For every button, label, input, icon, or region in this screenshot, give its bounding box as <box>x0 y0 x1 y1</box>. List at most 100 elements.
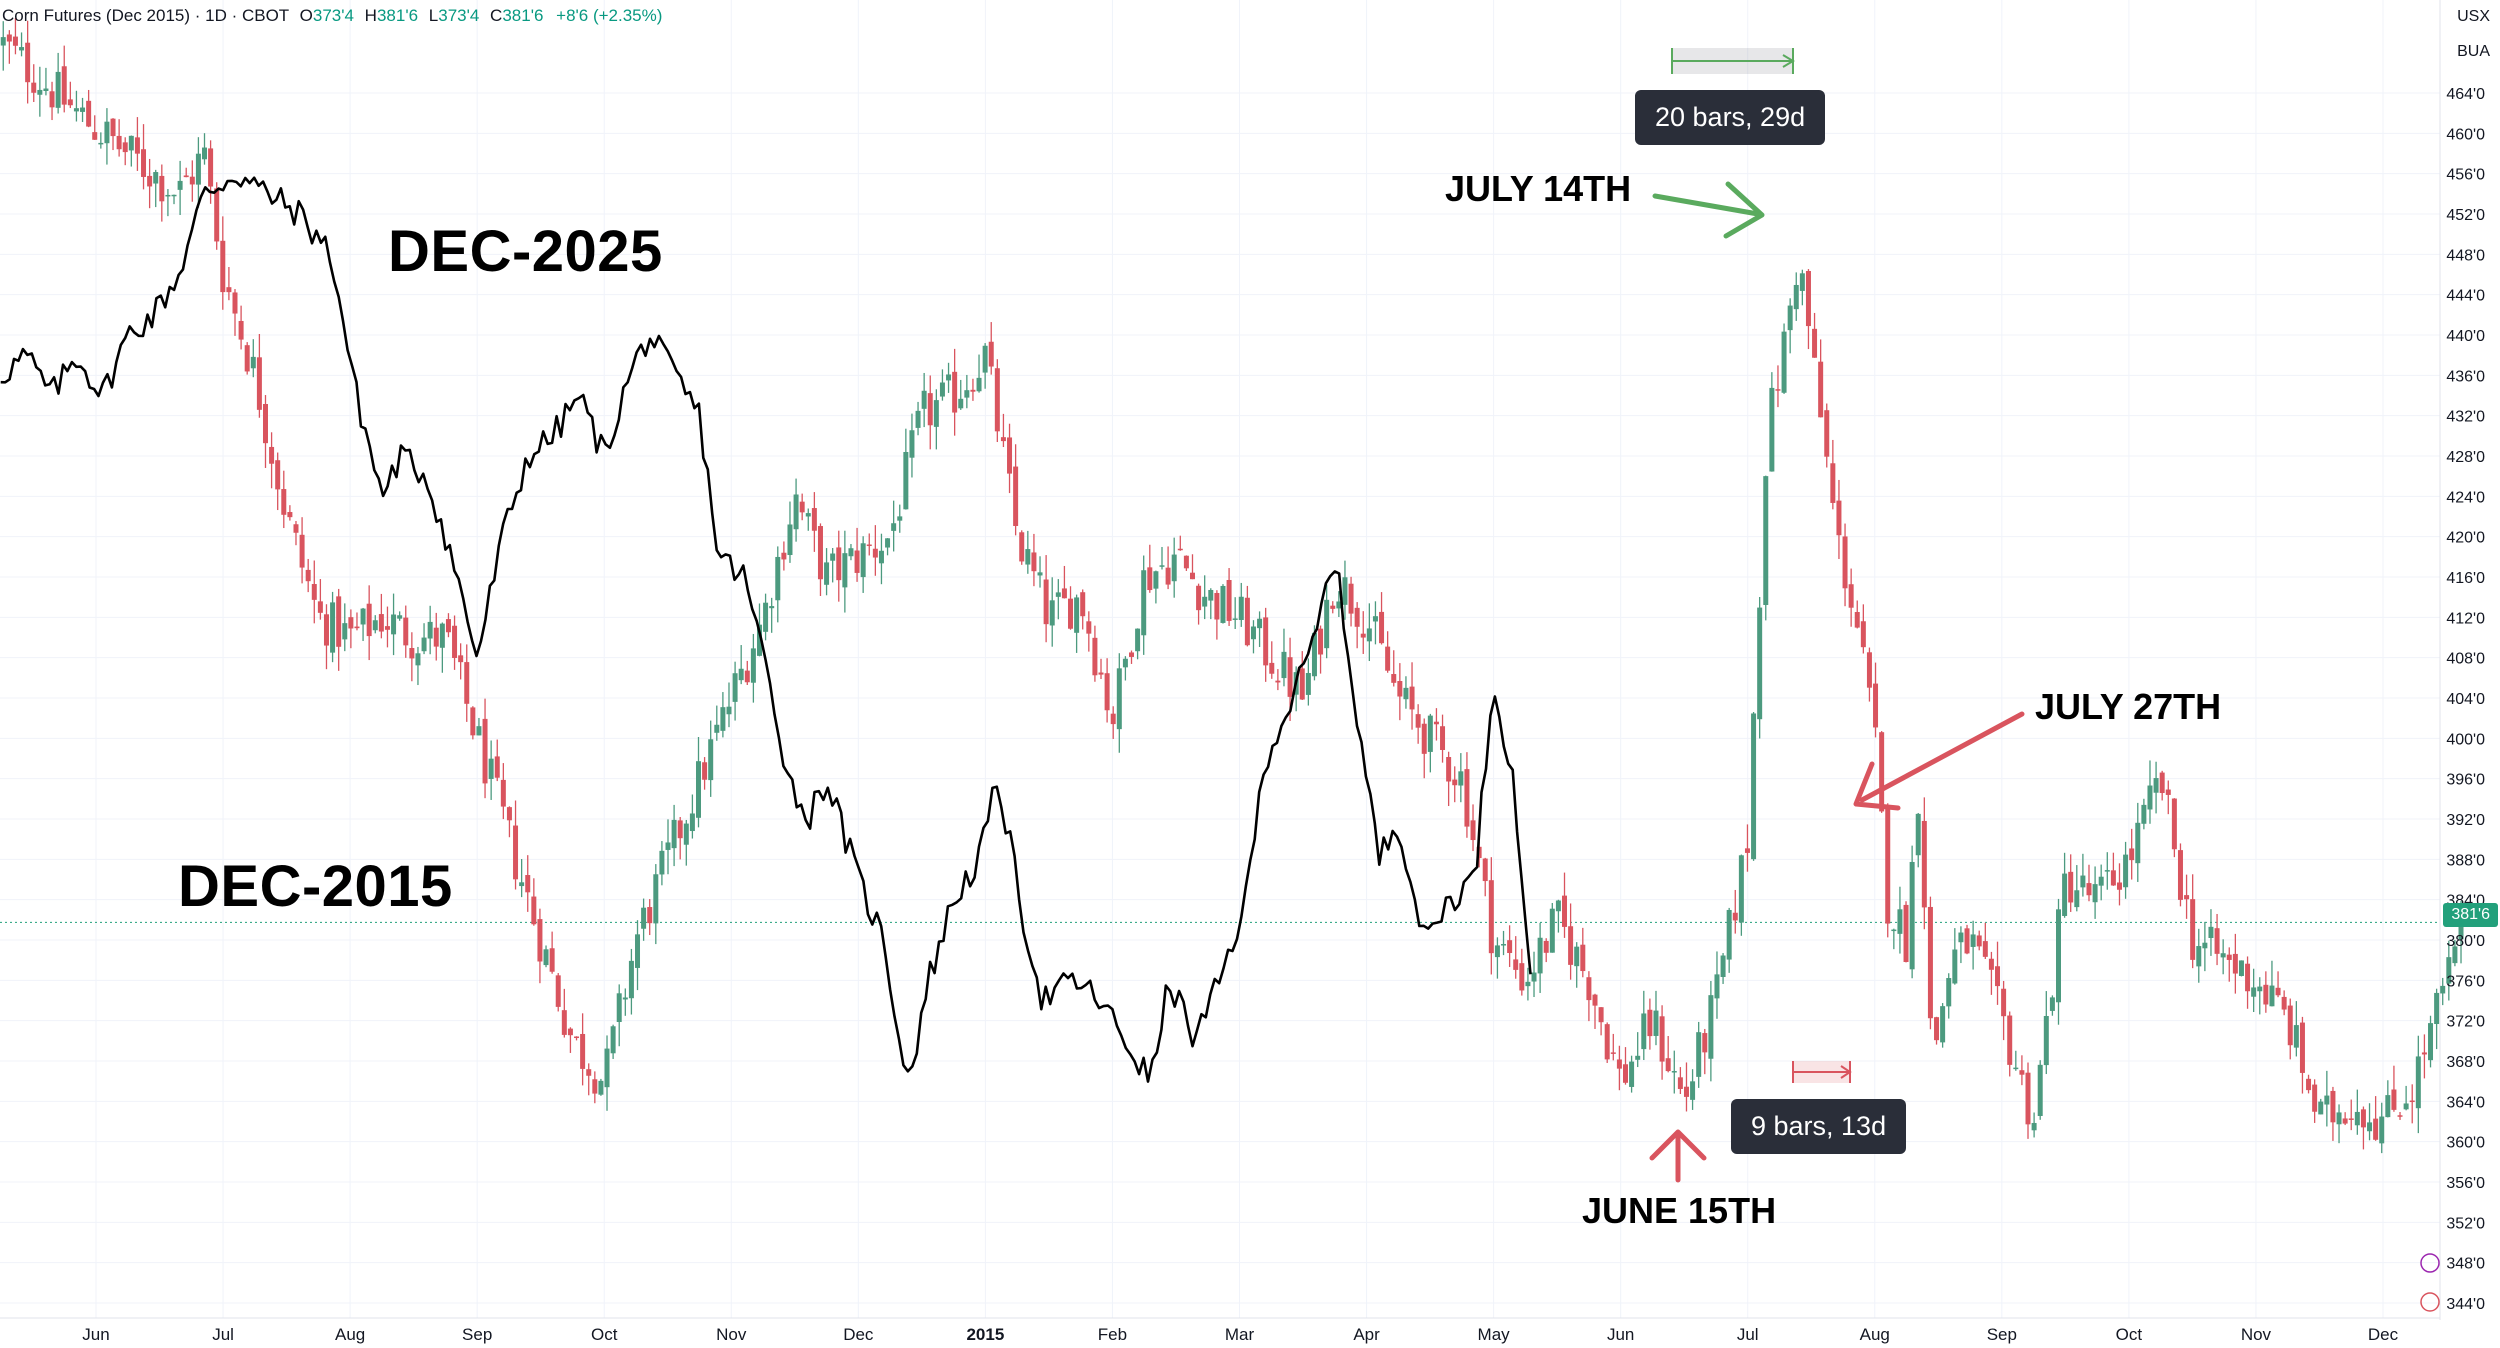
candle-body <box>1433 721 1439 725</box>
candle-body <box>976 377 982 392</box>
candle-body <box>708 739 714 781</box>
y-tick-label: 360'0 <box>2446 1135 2485 1152</box>
candle-body <box>1049 600 1055 626</box>
x-tick-label: Nov <box>716 1325 747 1344</box>
candle-body <box>769 606 775 609</box>
candle-body <box>1135 628 1141 652</box>
candle-body <box>2068 871 2074 903</box>
candle-body <box>1208 589 1214 601</box>
candle-body <box>2367 1122 2373 1132</box>
candle-body <box>1391 674 1397 683</box>
candle-body <box>1019 532 1025 562</box>
candle-body <box>781 552 787 560</box>
candle-body <box>2293 1025 2299 1048</box>
candle-body <box>25 42 31 83</box>
candle-body <box>903 451 909 510</box>
candle-body <box>2202 942 2208 949</box>
candle-body <box>299 534 305 568</box>
candle-body <box>866 544 872 547</box>
x-tick-label: Oct <box>2116 1325 2143 1344</box>
candle-body <box>647 907 653 924</box>
candle-body <box>403 617 409 646</box>
candle-body <box>891 523 897 531</box>
candle-body <box>2287 1005 2293 1046</box>
candle-body <box>2074 890 2080 908</box>
candle-body <box>683 823 689 845</box>
candle-body <box>909 430 915 458</box>
candle-body <box>1232 618 1238 620</box>
candle-body <box>2080 875 2086 888</box>
candle-body <box>921 390 927 409</box>
y-tick-label: 436'0 <box>2446 368 2485 385</box>
candle-body <box>1226 579 1232 621</box>
candle-body <box>1220 585 1226 623</box>
change-value: +8'6 (+2.35%) <box>556 6 663 25</box>
candle-body <box>848 548 854 557</box>
y-tick-label: 444'0 <box>2446 288 2485 305</box>
candle-body <box>2214 928 2220 954</box>
candle-body <box>763 602 769 632</box>
candle-body <box>220 240 226 293</box>
measure-bottom-arrowhead <box>1840 1065 1852 1079</box>
candle-body <box>805 513 811 517</box>
y-tick-label: 412'0 <box>2446 610 2485 627</box>
candle-body <box>1189 572 1195 580</box>
y-tick-label: 392'0 <box>2446 812 2485 829</box>
currency-label[interactable]: USX <box>2457 8 2490 25</box>
candle-body <box>287 512 293 518</box>
candle-body <box>1592 994 1598 1006</box>
candle-body <box>2434 992 2440 1025</box>
x-tick-label: Dec <box>2368 1325 2399 1344</box>
candle-body <box>80 107 86 112</box>
dec-2025-path <box>0 176 1532 1083</box>
candle-body <box>391 614 397 635</box>
candle-body <box>147 175 153 187</box>
candle-body <box>2019 1070 2025 1075</box>
candle-body <box>1586 977 1592 1001</box>
candle-body <box>1013 466 1019 526</box>
candle-body <box>427 621 433 639</box>
candle-body <box>2415 1056 2421 1109</box>
candle-body <box>1598 1007 1604 1023</box>
candle-body <box>2440 985 2446 994</box>
july-14-label: JULY 14TH <box>1445 168 1632 209</box>
y-tick-label: 352'0 <box>2446 1215 2485 1232</box>
candle-body <box>1104 673 1110 711</box>
candle-body <box>775 556 781 601</box>
candle-body <box>61 66 67 105</box>
candle-body <box>842 553 848 588</box>
candle-body <box>677 820 683 839</box>
candle-body <box>464 662 470 704</box>
candle-body <box>397 615 403 619</box>
candle-body <box>445 619 451 633</box>
candle-body <box>1482 858 1488 882</box>
candle-body <box>531 896 537 925</box>
y-tick-label: 380'0 <box>2446 933 2485 950</box>
candle-body <box>1897 909 1903 934</box>
candle-body <box>153 172 159 184</box>
close-label: C <box>490 6 503 25</box>
unit-label[interactable]: BUA <box>2457 43 2490 60</box>
high-value: 381'6 <box>376 6 419 25</box>
candle-body <box>293 524 299 533</box>
candle-body <box>811 508 817 531</box>
july-14-arrowhead <box>1723 181 1765 239</box>
candle-body <box>817 526 823 580</box>
candle-body <box>1037 572 1043 576</box>
candle-body <box>885 538 891 548</box>
candle-body <box>55 71 61 108</box>
y-tick-label: 368'0 <box>2446 1054 2485 1071</box>
candle-body <box>305 569 311 582</box>
candle-body <box>2446 957 2452 984</box>
candle-body <box>1311 632 1317 677</box>
candle-body <box>1202 596 1208 607</box>
y-tick-label: 432'0 <box>2446 409 2485 426</box>
candle-body <box>555 975 561 1007</box>
candle-body <box>598 1080 604 1095</box>
candle-body <box>2208 926 2214 939</box>
candle-body <box>269 446 275 464</box>
candle-body <box>1129 652 1135 657</box>
july-14-arrow-shaft <box>1652 193 1761 217</box>
candle-body <box>2220 953 2226 958</box>
